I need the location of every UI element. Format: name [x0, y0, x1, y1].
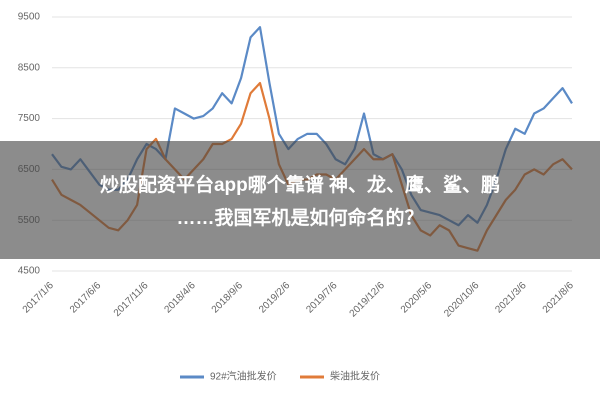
x-tick-label: 2019/2/6 [257, 280, 293, 316]
x-tick-label: 2018/9/6 [210, 280, 246, 316]
x-tick-label: 2020/10/6 [442, 280, 482, 320]
x-tick-label: 2021/8/6 [541, 280, 577, 316]
y-tick-label: 4500 [18, 266, 41, 277]
y-tick-label: 9500 [18, 12, 41, 23]
x-tick-label: 2019/12/6 [348, 280, 388, 320]
x-tick-label: 2017/6/6 [68, 280, 104, 316]
overlay-banner [0, 141, 600, 259]
y-tick-label: 7500 [18, 113, 41, 124]
overlay-text: ……我国军机是如何命名的？ [176, 206, 423, 229]
overlay-text: 炒股配资平台app哪个靠谱 神、龙、鹰、鲨、鹏 [100, 173, 500, 196]
x-tick-label: 2017/1/6 [21, 280, 57, 316]
x-tick-label: 2019/7/6 [304, 280, 340, 316]
x-tick-label: 2018/4/6 [162, 280, 198, 316]
legend-label: 92#汽油批发价 [210, 370, 277, 383]
x-tick-label: 2017/11/6 [112, 280, 151, 319]
x-tick-label: 2021/3/6 [493, 280, 529, 316]
legend-label: 柴油批发价 [330, 370, 380, 383]
x-tick-label: 2020/5/6 [399, 280, 435, 316]
y-tick-label: 8500 [18, 62, 41, 73]
